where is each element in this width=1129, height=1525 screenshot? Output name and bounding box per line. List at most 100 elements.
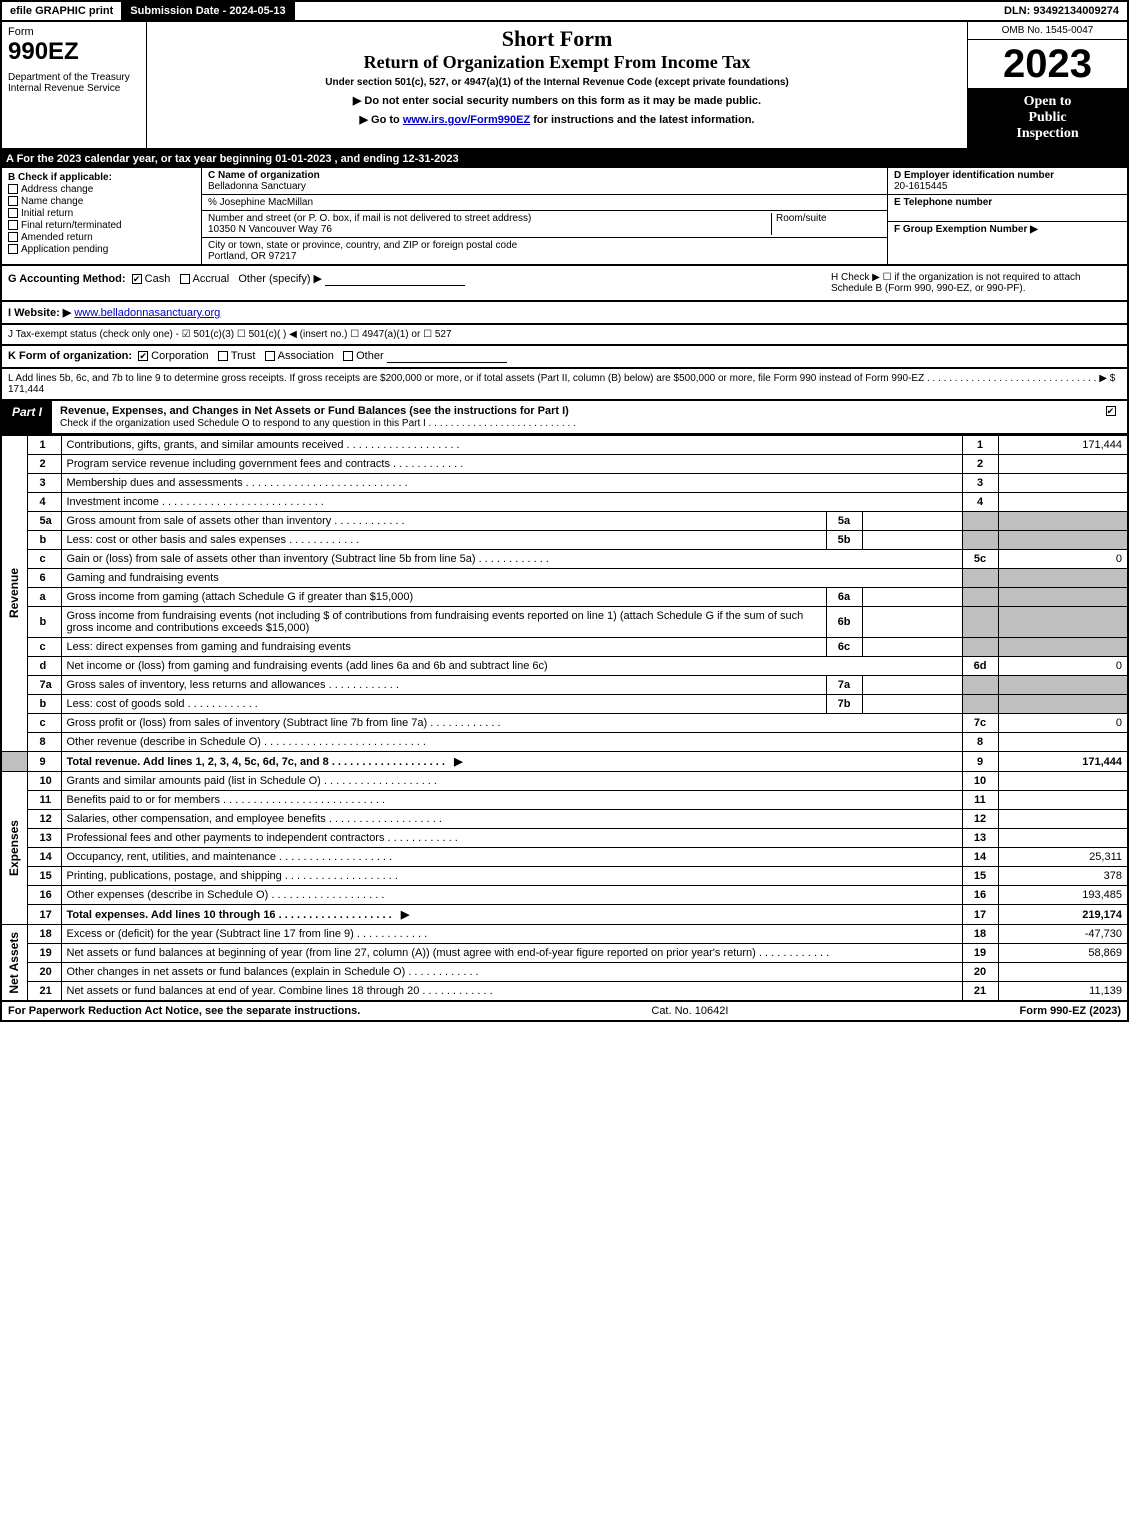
room-suite-label: Room/suite [771,213,881,235]
l-value: 171,444 [8,384,44,395]
org-name: Belladonna Sanctuary [208,181,306,192]
line-21-value: 11,139 [998,982,1128,1002]
expenses-label: Expenses [7,820,21,876]
line-10: Expenses 10Grants and similar amounts pa… [1,772,1128,791]
goto-prefix: ▶ Go to [360,114,403,126]
row-i-website: I Website: ▶ www.belladonnasanctuary.org [0,302,1129,325]
form-label: Form [8,26,140,38]
line-5a: 5aGross amount from sale of assets other… [1,512,1128,531]
k-label: K Form of organization: [8,350,132,362]
f-label: F Group Exemption Number ▶ [894,224,1038,235]
k-corp: Corporation [151,350,208,362]
line-6: 6Gaming and fundraising events [1,569,1128,588]
c-name-row: C Name of organization Belladonna Sanctu… [202,168,887,195]
line-17-value: 219,174 [998,905,1128,925]
col-def: D Employer identification number 20-1615… [887,168,1127,264]
open-line3: Inspection [970,126,1125,142]
irs-link[interactable]: www.irs.gov/Form990EZ [403,114,530,126]
line-7c: cGross profit or (loss) from sales of in… [1,714,1128,733]
line-19: 19Net assets or fund balances at beginni… [1,944,1128,963]
g-accrual: Accrual [193,273,230,285]
no-ssn-note: ▶ Do not enter social security numbers o… [153,94,961,107]
footer-cat-no: Cat. No. 10642I [651,1005,728,1017]
line-9-value: 171,444 [998,752,1128,772]
row-j-tax-exempt: J Tax-exempt status (check only one) - ☑… [0,325,1129,346]
page-footer: For Paperwork Reduction Act Notice, see … [0,1002,1129,1022]
line-15-value: 378 [998,867,1128,886]
header-left: Form 990EZ Department of the Treasury In… [2,22,147,148]
check-initial-return[interactable]: Initial return [8,208,195,219]
line-14-value: 25,311 [998,848,1128,867]
line-12: 12Salaries, other compensation, and empl… [1,810,1128,829]
under-section: Under section 501(c), 527, or 4947(a)(1)… [153,77,961,88]
e-phone: E Telephone number [888,195,1127,222]
part-i-check[interactable] [1097,401,1127,433]
g-other: Other (specify) ▶ [238,273,322,285]
goto-link-line: ▶ Go to www.irs.gov/Form990EZ for instru… [153,113,961,126]
line-3: 3Membership dues and assessments 3 [1,474,1128,493]
line-18-value: -47,730 [998,925,1128,944]
line-6b: bGross income from fundraising events (n… [1,607,1128,638]
omb-number: OMB No. 1545-0047 [968,22,1127,40]
line-4: 4Investment income 4 [1,493,1128,512]
line-11: 11Benefits paid to or for members 11 [1,791,1128,810]
line-6a: aGross income from gaming (attach Schedu… [1,588,1128,607]
line-20: 20Other changes in net assets or fund ba… [1,963,1128,982]
part-i-sub: Check if the organization used Schedule … [60,418,576,429]
efile-label: efile GRAPHIC print [2,2,122,20]
check-accrual[interactable] [180,274,190,284]
check-name-change[interactable]: Name change [8,196,195,207]
line-9: 9Total revenue. Add lines 1, 2, 3, 4, 5c… [1,752,1128,772]
line-14: 14Occupancy, rent, utilities, and mainte… [1,848,1128,867]
line-2: 2Program service revenue including gover… [1,455,1128,474]
part-i-header: Part I Revenue, Expenses, and Changes in… [0,401,1129,435]
line-6d-value: 0 [998,657,1128,676]
footer-left: For Paperwork Reduction Act Notice, see … [8,1005,360,1017]
check-final-return[interactable]: Final return/terminated [8,220,195,231]
city-value: Portland, OR 97217 [208,251,296,262]
check-application-pending[interactable]: Application pending [8,244,195,255]
line-13: 13Professional fees and other payments t… [1,829,1128,848]
city-label: City or town, state or province, country… [208,240,517,251]
c-city-row: City or town, state or province, country… [202,238,887,264]
check-amended-return[interactable]: Amended return [8,232,195,243]
b-label: B Check if applicable: [8,172,112,183]
line-7a: 7aGross sales of inventory, less returns… [1,676,1128,695]
check-address-change[interactable]: Address change [8,184,195,195]
part-i-title: Revenue, Expenses, and Changes in Net As… [52,401,1097,433]
check-association[interactable] [265,351,275,361]
check-trust[interactable] [218,351,228,361]
line-8: 8Other revenue (describe in Schedule O) … [1,733,1128,752]
line-6c: cLess: direct expenses from gaming and f… [1,638,1128,657]
net-assets-label: Net Assets [7,932,21,994]
top-bar: efile GRAPHIC print Submission Date - 20… [0,0,1129,22]
line-1-value: 171,444 [998,436,1128,455]
line-7c-value: 0 [998,714,1128,733]
header-right: OMB No. 1545-0047 2023 Open to Public In… [967,22,1127,148]
row-gh: G Accounting Method: Cash Accrual Other … [0,266,1129,302]
c-name-label: C Name of organization [208,170,320,181]
goto-suffix: for instructions and the latest informat… [530,114,754,126]
website-link[interactable]: www.belladonnasanctuary.org [74,307,220,319]
line-18: Net Assets 18Excess or (deficit) for the… [1,925,1128,944]
form-header: Form 990EZ Department of the Treasury In… [0,22,1129,150]
line-16-value: 193,485 [998,886,1128,905]
c-street-row: Number and street (or P. O. box, if mail… [202,211,887,238]
open-public: Open to Public Inspection [968,88,1127,148]
k-trust: Trust [231,350,256,362]
e-label: E Telephone number [894,197,992,208]
c-pct-row: % Josephine MacMillan [202,195,887,211]
col-b-checkboxes: B Check if applicable: Address change Na… [2,168,202,264]
part-i-label: Part I [2,401,52,433]
revenue-label: Revenue [7,568,21,618]
check-cash[interactable] [132,274,142,284]
f-group-exemption: F Group Exemption Number ▶ [888,222,1127,237]
check-corporation[interactable] [138,351,148,361]
line-5c-value: 0 [998,550,1128,569]
line-21: 21Net assets or fund balances at end of … [1,982,1128,1002]
line-17: 17Total expenses. Add lines 10 through 1… [1,905,1128,925]
k-other: Other [356,350,384,362]
line-16: 16Other expenses (describe in Schedule O… [1,886,1128,905]
d-label: D Employer identification number [894,170,1054,181]
check-other-org[interactable] [343,351,353,361]
